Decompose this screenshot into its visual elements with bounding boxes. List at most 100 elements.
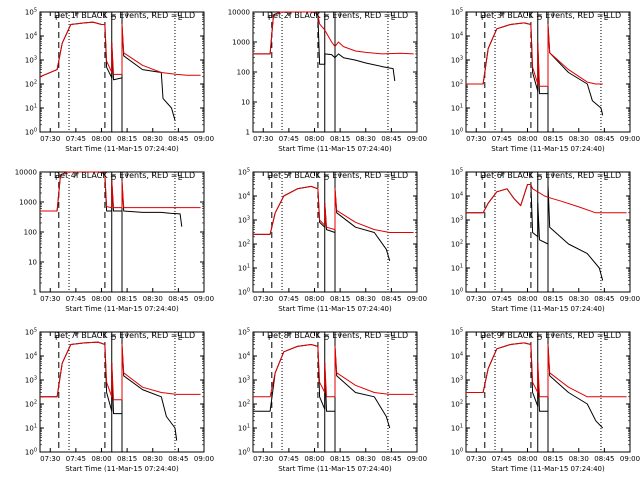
y-tick-label: 105 [451,168,463,177]
y-tick-label: 102 [451,240,463,249]
x-tick-label: 08:45 [381,135,401,143]
y-tick-label: 104 [451,192,463,201]
y-tick-label: 103 [238,216,250,225]
x-tick-label: 08:30 [356,295,376,303]
y-tick-label: 101 [451,264,463,273]
y-tick-label: 1 [246,129,250,137]
y-tick-label: 104 [25,32,37,41]
event-marker-label: F [55,334,59,342]
x-tick-label: 08:45 [381,455,401,463]
x-tick-label: 08:45 [168,295,188,303]
x-tick-label: 08:00 [304,455,324,463]
x-tick-label: 07:45 [279,455,299,463]
y-tick-label: 104 [238,352,250,361]
x-axis-label: Start Time (11-Mar-15 07:24:40) [491,145,605,153]
chart-title: Det 6f BLACK = Events, RED = LLD [480,171,621,180]
y-tick-label: 101 [238,264,250,273]
chart-title: Det 3f BLACK = Events, RED = LLD [480,11,621,20]
x-tick-label: 08:30 [143,455,163,463]
event-marker-label: E [178,14,182,22]
x-axis-label: Start Time (11-Mar-15 07:24:40) [278,145,392,153]
x-axis-label: Start Time (11-Mar-15 07:24:40) [491,465,605,473]
y-tick-label: 100 [25,448,37,457]
chart-title: Det 2f BLACK = Events, RED = LLD [267,11,408,20]
x-tick-label: 07:30 [466,295,486,303]
y-tick-label: 101 [25,424,37,433]
chart-title: Det 8f BLACK = Events, RED = LLD [267,331,408,340]
event-marker-label: E [178,334,182,342]
event-marker-label: F [268,14,272,22]
event-marker-label: E [604,14,608,22]
events-series-line [253,185,391,261]
events-series-line [253,11,396,82]
event-marker-label: F [55,14,59,22]
x-tick-label: 07:45 [66,135,86,143]
x-tick-label: 08:00 [91,135,111,143]
lld-series-line [39,21,201,78]
lld-series-line [466,22,603,87]
x-tick-label: 07:30 [466,455,486,463]
x-tick-label: 08:00 [304,135,324,143]
x-tick-label: 07:45 [492,135,512,143]
y-tick-label: 104 [238,192,250,201]
x-tick-label: 07:45 [492,455,512,463]
y-tick-label: 105 [451,328,463,337]
event-marker-label: D [324,334,329,342]
x-tick-label: 08:15 [117,295,137,303]
chart-title: Det 5f BLACK = Events, RED = LLD [267,171,408,180]
event-marker-label: F [55,174,59,182]
y-tick-label: 100 [451,288,463,297]
x-tick-label: 08:30 [356,455,376,463]
x-tick-label: 08:30 [569,295,589,303]
x-tick-label: 08:15 [117,135,137,143]
x-tick-label: 08:00 [517,295,537,303]
x-tick-label: 09:00 [407,135,427,143]
y-tick-label: 102 [25,80,37,89]
x-tick-label: 09:00 [620,455,640,463]
y-tick-label: 103 [25,56,37,65]
x-tick-label: 07:30 [466,135,486,143]
event-marker-label: F [268,174,272,182]
lld-series-line [40,341,201,401]
y-tick-label: 103 [451,376,463,385]
x-tick-label: 08:45 [594,135,614,143]
chart-panel-6: 100 101 102 103 104 105 07:30 07:45 08:00 08:15 08… [451,168,640,314]
x-tick-label: 08:45 [168,135,188,143]
x-tick-label: 09:00 [620,295,640,303]
lld-series-line [253,11,414,55]
x-tick-label: 08:00 [91,455,111,463]
x-tick-label: 08:15 [330,135,350,143]
x-tick-label: 08:45 [381,295,401,303]
chart-title: Det 1f BLACK = Events, RED = LLD [54,11,195,20]
chart-title: Det 4f BLACK = Events, RED = LLD [54,171,195,180]
chart-panel-7: 100 101 102 103 104 105 07:30 07:45 08:00 08:15 08… [25,328,214,474]
lld-series-line [40,171,201,212]
x-tick-label: 08:00 [304,295,324,303]
x-tick-label: 07:30 [40,455,60,463]
event-marker-label: F [481,334,485,342]
y-tick-label: 102 [451,400,463,409]
y-tick-label: 104 [451,352,463,361]
x-tick-label: 08:00 [517,455,537,463]
y-tick-label: 10 [241,99,250,107]
x-tick-label: 07:45 [66,295,86,303]
x-tick-label: 08:30 [143,295,163,303]
y-tick-label: 105 [25,328,37,337]
event-marker-label: E [604,174,608,182]
y-tick-label: 101 [451,104,463,113]
event-marker-label: E [178,174,182,182]
y-tick-label: 100 [25,128,37,137]
y-tick-label: 102 [238,240,250,249]
y-tick-label: 105 [25,8,37,17]
x-tick-label: 09:00 [407,295,427,303]
event-marker-label: D [537,174,542,182]
event-marker-label: F [481,14,485,22]
y-tick-label: 1 [33,289,37,297]
event-marker-label: E [604,334,608,342]
chart-panel-5: 100 101 102 103 104 105 07:30 07:45 08:00 08:15 08… [238,168,427,314]
y-tick-label: 1000 [19,199,37,207]
x-axis-label: Start Time (11-Mar-15 07:24:40) [278,305,392,313]
x-tick-label: 07:30 [40,135,60,143]
x-tick-label: 09:00 [194,455,214,463]
